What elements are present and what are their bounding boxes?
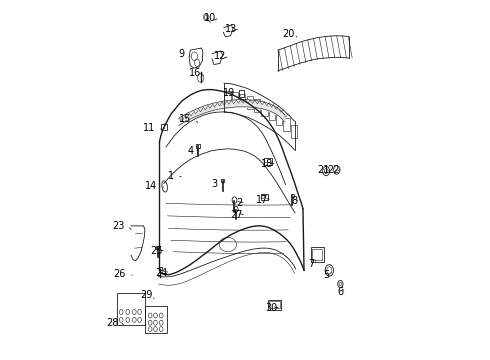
Bar <box>261 194 268 200</box>
Text: 24: 24 <box>155 267 167 278</box>
Text: 10: 10 <box>204 13 217 23</box>
Bar <box>268 300 281 310</box>
Bar <box>284 118 290 131</box>
Text: 1: 1 <box>168 171 174 181</box>
Text: 13: 13 <box>225 24 237 34</box>
Text: 6: 6 <box>337 287 343 297</box>
Bar <box>232 92 238 105</box>
Text: 27: 27 <box>230 210 243 220</box>
Text: 2: 2 <box>236 198 243 208</box>
Bar <box>224 91 231 104</box>
Text: 14: 14 <box>145 181 157 192</box>
Text: 16: 16 <box>189 68 201 78</box>
Text: 7: 7 <box>308 258 314 269</box>
Bar <box>196 144 200 148</box>
Circle shape <box>234 207 238 212</box>
Text: 15: 15 <box>179 114 192 124</box>
Bar <box>269 107 275 120</box>
Bar <box>239 90 245 97</box>
Text: 17: 17 <box>256 195 269 205</box>
Circle shape <box>232 197 237 203</box>
Text: 30: 30 <box>266 303 278 314</box>
Text: 25: 25 <box>150 246 163 256</box>
Bar <box>276 112 282 125</box>
Text: 4: 4 <box>188 145 194 156</box>
Text: 18: 18 <box>261 159 273 169</box>
Text: 26: 26 <box>114 269 126 279</box>
Text: 21: 21 <box>317 165 329 175</box>
Text: 9: 9 <box>178 49 184 59</box>
Bar <box>264 158 272 165</box>
Bar <box>221 179 224 182</box>
Text: 20: 20 <box>283 29 295 39</box>
Bar <box>159 267 162 270</box>
Bar <box>261 103 268 116</box>
Bar <box>239 94 245 107</box>
Bar <box>312 249 322 260</box>
Bar <box>156 246 160 249</box>
Text: 3: 3 <box>211 179 218 189</box>
Bar <box>269 301 280 309</box>
Bar <box>117 293 145 325</box>
Text: 11: 11 <box>143 123 155 133</box>
Text: 12: 12 <box>214 51 226 61</box>
Text: 19: 19 <box>223 88 235 98</box>
Text: 22: 22 <box>327 165 340 175</box>
Text: 5: 5 <box>323 270 329 280</box>
Text: 29: 29 <box>140 291 152 301</box>
Bar <box>246 96 253 109</box>
Bar <box>311 247 323 262</box>
Bar <box>291 194 294 197</box>
Bar <box>291 125 297 138</box>
Bar <box>161 124 167 130</box>
Bar <box>254 99 260 112</box>
Text: 23: 23 <box>112 221 124 231</box>
Bar <box>146 306 167 333</box>
Text: 8: 8 <box>291 196 297 206</box>
Text: 28: 28 <box>107 319 119 328</box>
